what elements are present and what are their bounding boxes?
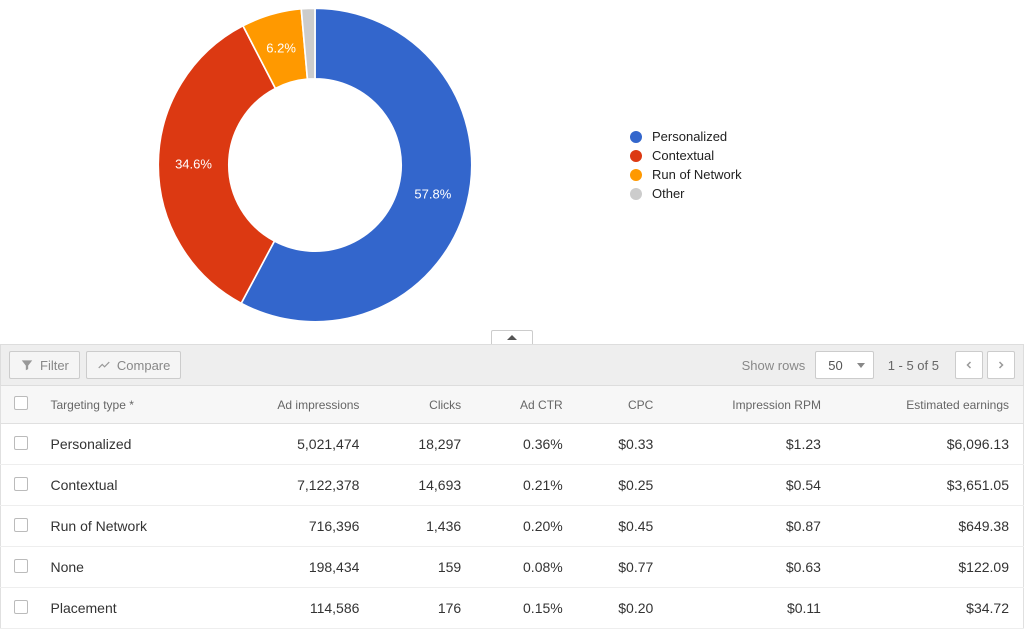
collapse-up-button[interactable] <box>491 330 533 344</box>
chart-legend: Personalized Contextual Run of Network Othe… <box>630 125 742 205</box>
legend-label: Other <box>652 186 685 201</box>
row-checkbox-cell <box>1 588 37 629</box>
cell-rpm: $0.11 <box>667 588 835 629</box>
cell-earn: $122.09 <box>835 547 1024 588</box>
select-all-checkbox[interactable] <box>14 396 28 410</box>
cell-clicks: 176 <box>373 588 475 629</box>
row-checkbox-cell <box>1 506 37 547</box>
compare-label: Compare <box>117 358 170 373</box>
cell-targeting: Run of Network <box>37 506 216 547</box>
chart-region: 57.8% 34.6% 6.2% Personalized Contextual Run… <box>0 0 1024 330</box>
col-earnings[interactable]: Estimated earnings <box>835 386 1024 424</box>
legend-swatch <box>630 150 642 162</box>
filter-label: Filter <box>40 358 69 373</box>
legend-swatch <box>630 169 642 181</box>
slice-label: 57.8% <box>414 187 451 202</box>
cell-ctr: 0.15% <box>475 588 577 629</box>
cell-clicks: 14,693 <box>373 465 475 506</box>
legend-label: Contextual <box>652 148 714 163</box>
cell-impr: 5,021,474 <box>215 424 373 465</box>
cell-cpc: $0.20 <box>577 588 668 629</box>
cell-clicks: 159 <box>373 547 475 588</box>
col-ctr[interactable]: Ad CTR <box>475 386 577 424</box>
cell-targeting: Contextual <box>37 465 216 506</box>
cell-earn: $649.38 <box>835 506 1024 547</box>
compare-button[interactable]: Compare <box>86 351 181 379</box>
table-row: Run of Network716,3961,4360.20%$0.45$0.8… <box>1 506 1024 547</box>
filter-icon <box>20 358 34 372</box>
chevron-down-icon <box>857 363 865 368</box>
cell-ctr: 0.20% <box>475 506 577 547</box>
cell-clicks: 1,436 <box>373 506 475 547</box>
pagination-range: 1 - 5 of 5 <box>888 358 939 373</box>
header-row: Targeting type * Ad impressions Clicks A… <box>1 386 1024 424</box>
cell-ctr: 0.36% <box>475 424 577 465</box>
compare-icon <box>97 358 111 372</box>
row-checkbox-cell <box>1 547 37 588</box>
col-clicks[interactable]: Clicks <box>373 386 475 424</box>
cell-earn: $3,651.05 <box>835 465 1024 506</box>
slice-label: 6.2% <box>266 41 296 56</box>
cell-impr: 716,396 <box>215 506 373 547</box>
row-checkbox[interactable] <box>14 477 28 491</box>
cell-targeting: Personalized <box>37 424 216 465</box>
chevron-up-icon <box>507 335 517 340</box>
col-targeting[interactable]: Targeting type * <box>37 386 216 424</box>
legend-item[interactable]: Other <box>630 186 742 201</box>
cell-ctr: 0.21% <box>475 465 577 506</box>
row-checkbox[interactable] <box>14 518 28 532</box>
row-checkbox[interactable] <box>14 559 28 573</box>
prev-page-button[interactable] <box>955 351 983 379</box>
cell-targeting: None <box>37 547 216 588</box>
cell-impr: 198,434 <box>215 547 373 588</box>
rows-select-value: 50 <box>828 358 842 373</box>
cell-impr: 114,586 <box>215 588 373 629</box>
col-impressions[interactable]: Ad impressions <box>215 386 373 424</box>
chevron-right-icon <box>995 359 1007 371</box>
col-rpm[interactable]: Impression RPM <box>667 386 835 424</box>
cell-ctr: 0.08% <box>475 547 577 588</box>
row-checkbox[interactable] <box>14 600 28 614</box>
select-all-cell <box>1 386 37 424</box>
cell-cpc: $0.77 <box>577 547 668 588</box>
row-checkbox[interactable] <box>14 436 28 450</box>
cell-earn: $6,096.13 <box>835 424 1024 465</box>
table-row: None198,4341590.08%$0.77$0.63$122.09 <box>1 547 1024 588</box>
table-row: Placement114,5861760.15%$0.20$0.11$34.72 <box>1 588 1024 629</box>
legend-swatch <box>630 131 642 143</box>
col-cpc[interactable]: CPC <box>577 386 668 424</box>
cell-rpm: $0.54 <box>667 465 835 506</box>
show-rows-label: Show rows <box>742 358 806 373</box>
cell-rpm: $0.63 <box>667 547 835 588</box>
legend-item[interactable]: Personalized <box>630 129 742 144</box>
legend-item[interactable]: Contextual <box>630 148 742 163</box>
donut-chart: 57.8% 34.6% 6.2% <box>150 0 480 330</box>
cell-targeting: Placement <box>37 588 216 629</box>
legend-label: Run of Network <box>652 167 742 182</box>
legend-swatch <box>630 188 642 200</box>
slice-label: 34.6% <box>175 157 212 172</box>
chevron-left-icon <box>963 359 975 371</box>
legend-label: Personalized <box>652 129 727 144</box>
data-table: Targeting type * Ad impressions Clicks A… <box>0 386 1024 629</box>
cell-earn: $34.72 <box>835 588 1024 629</box>
cell-cpc: $0.45 <box>577 506 668 547</box>
table-toolbar: Filter Compare Show rows 50 1 - 5 of 5 <box>0 344 1024 386</box>
cell-rpm: $0.87 <box>667 506 835 547</box>
next-page-button[interactable] <box>987 351 1015 379</box>
filter-button[interactable]: Filter <box>9 351 80 379</box>
row-checkbox-cell <box>1 465 37 506</box>
cell-cpc: $0.25 <box>577 465 668 506</box>
table-row: Contextual7,122,37814,6930.21%$0.25$0.54… <box>1 465 1024 506</box>
cell-impr: 7,122,378 <box>215 465 373 506</box>
cell-clicks: 18,297 <box>373 424 475 465</box>
cell-cpc: $0.33 <box>577 424 668 465</box>
legend-item[interactable]: Run of Network <box>630 167 742 182</box>
row-checkbox-cell <box>1 424 37 465</box>
rows-select[interactable]: 50 <box>815 351 873 379</box>
cell-rpm: $1.23 <box>667 424 835 465</box>
table-row: Personalized5,021,47418,2970.36%$0.33$1.… <box>1 424 1024 465</box>
